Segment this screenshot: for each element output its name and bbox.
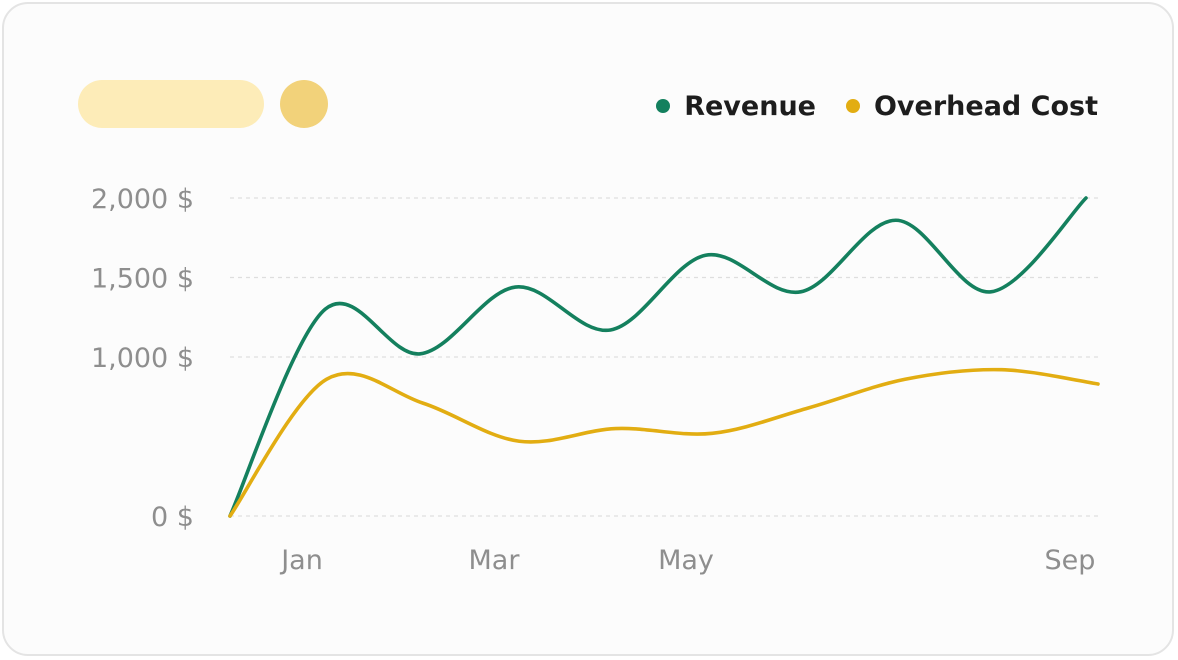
x-tick-label: Mar bbox=[469, 545, 521, 576]
x-tick-label: Jan bbox=[279, 545, 323, 576]
legend-swatch-overhead-cost bbox=[845, 99, 860, 113]
series-lines bbox=[228, 196, 1100, 518]
x-tick-label: Sep bbox=[1045, 545, 1096, 576]
filter-pill[interactable] bbox=[78, 80, 264, 128]
grid-lines bbox=[230, 197, 1098, 517]
x-tick-label: May bbox=[658, 545, 714, 576]
y-tick-label: 1,500 $ bbox=[91, 264, 194, 295]
legend-swatch-revenue bbox=[656, 99, 671, 113]
series-line-overhead-cost bbox=[228, 367, 1100, 518]
legend-item-overhead-cost[interactable]: Overhead Cost bbox=[845, 90, 1098, 122]
filter-dot-button[interactable] bbox=[280, 80, 328, 128]
y-tick-label: 1,000 $ bbox=[91, 343, 194, 374]
series-line-revenue bbox=[228, 196, 1088, 518]
x-axis-tick-labels: Jan Mar May Sep bbox=[279, 545, 1095, 576]
y-tick-label: 0 $ bbox=[151, 502, 194, 533]
y-tick-label: 2,000 $ bbox=[91, 184, 194, 215]
legend: Revenue Overhead Cost bbox=[656, 86, 1098, 126]
legend-item-revenue[interactable]: Revenue bbox=[656, 91, 816, 122]
legend-label-overhead-cost: Overhead Cost bbox=[873, 90, 1098, 122]
legend-label-revenue: Revenue bbox=[684, 90, 816, 122]
y-axis-tick-labels: 0 $ 1,000 $ 1,500 $ 2,000 $ bbox=[91, 184, 194, 533]
